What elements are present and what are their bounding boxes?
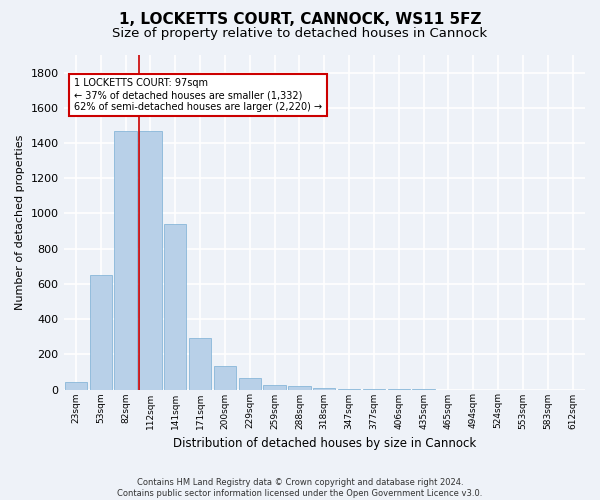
Text: Size of property relative to detached houses in Cannock: Size of property relative to detached ho… bbox=[112, 28, 488, 40]
Bar bbox=[214, 366, 236, 390]
Bar bbox=[263, 385, 286, 390]
Bar bbox=[164, 224, 187, 390]
Bar bbox=[89, 275, 112, 390]
X-axis label: Distribution of detached houses by size in Cannock: Distribution of detached houses by size … bbox=[173, 437, 476, 450]
Bar bbox=[313, 388, 335, 390]
Text: Contains HM Land Registry data © Crown copyright and database right 2024.
Contai: Contains HM Land Registry data © Crown c… bbox=[118, 478, 482, 498]
Bar bbox=[115, 130, 137, 390]
Bar bbox=[65, 382, 87, 390]
Text: 1, LOCKETTS COURT, CANNOCK, WS11 5FZ: 1, LOCKETTS COURT, CANNOCK, WS11 5FZ bbox=[119, 12, 481, 28]
Bar bbox=[139, 130, 161, 390]
Bar bbox=[239, 378, 261, 390]
Bar bbox=[338, 388, 360, 390]
Bar bbox=[288, 386, 311, 390]
Text: 1 LOCKETTS COURT: 97sqm
← 37% of detached houses are smaller (1,332)
62% of semi: 1 LOCKETTS COURT: 97sqm ← 37% of detache… bbox=[74, 78, 322, 112]
Y-axis label: Number of detached properties: Number of detached properties bbox=[15, 134, 25, 310]
Bar bbox=[189, 338, 211, 390]
